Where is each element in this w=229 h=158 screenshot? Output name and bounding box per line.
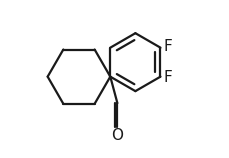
Text: F: F	[163, 39, 172, 54]
Text: F: F	[163, 70, 172, 85]
Text: O: O	[111, 128, 123, 143]
